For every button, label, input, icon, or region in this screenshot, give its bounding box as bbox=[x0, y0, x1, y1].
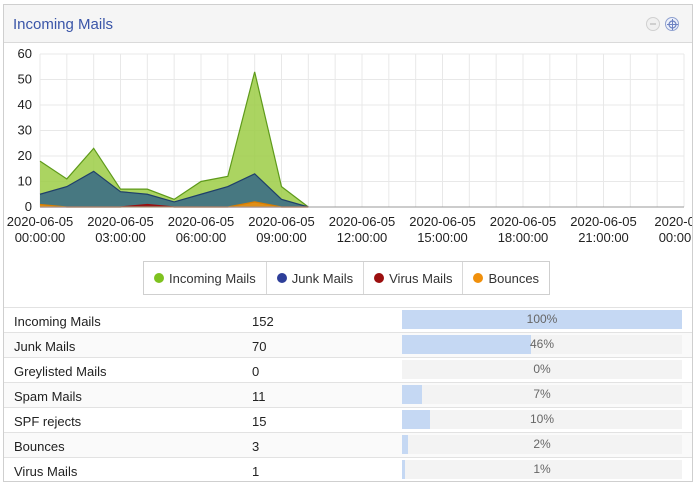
gear-icon[interactable] bbox=[665, 17, 679, 31]
x-tick-time: 06:00:00 bbox=[176, 230, 227, 245]
stats-table: Incoming Mails 152 100% Junk Mails 70 46% Grey… bbox=[4, 307, 692, 482]
stat-progress-bar: 46% bbox=[402, 335, 682, 354]
legend-dot-icon bbox=[374, 273, 385, 283]
stat-percent: 0% bbox=[533, 362, 551, 376]
legend-label: Incoming Mails bbox=[169, 270, 256, 286]
stat-count: 1 bbox=[252, 464, 260, 479]
panel-header: Incoming Mails bbox=[4, 5, 692, 43]
x-tick-time: 03:00:00 bbox=[95, 230, 146, 245]
x-tick-time: 18:00:00 bbox=[498, 230, 549, 245]
stat-count: 15 bbox=[252, 414, 267, 429]
legend-dot-icon bbox=[276, 273, 287, 283]
stat-percent: 7% bbox=[533, 387, 551, 401]
stat-percent: 46% bbox=[529, 337, 555, 351]
stat-progress-fill bbox=[402, 435, 408, 454]
x-tick-time: 21:00:00 bbox=[578, 230, 629, 245]
x-tick-date: 2020-06-05 bbox=[248, 214, 315, 229]
x-tick-date: 2020-06-05 bbox=[329, 214, 396, 229]
stat-percent: 2% bbox=[533, 437, 551, 451]
stat-name: Bounces bbox=[14, 439, 65, 454]
series-line-0 bbox=[39, 71, 309, 208]
y-tick-label: 10 bbox=[18, 174, 32, 189]
stat-name: Incoming Mails bbox=[14, 314, 101, 329]
stat-progress-fill bbox=[402, 335, 531, 354]
legend-item-2[interactable]: Virus Mails bbox=[364, 262, 464, 294]
x-tick-date: 2020-06-05 bbox=[490, 214, 557, 229]
stat-percent: 10% bbox=[529, 412, 555, 426]
x-tick-date: 2020-06-05 bbox=[168, 214, 235, 229]
stat-progress-bar: 7% bbox=[402, 385, 682, 404]
y-tick-label: 60 bbox=[18, 46, 32, 61]
x-tick-time: 15:00:00 bbox=[417, 230, 468, 245]
x-tick-date: 2020-06-05 bbox=[7, 214, 74, 229]
stat-count: 70 bbox=[252, 339, 267, 354]
stat-name: Virus Mails bbox=[14, 464, 78, 479]
stats-row: Spam Mails 11 7% bbox=[4, 382, 692, 407]
series-area-0 bbox=[40, 71, 309, 207]
collapse-icon[interactable] bbox=[646, 17, 660, 31]
stat-progress-bar: 0% bbox=[402, 360, 682, 379]
stat-name: Spam Mails bbox=[14, 389, 82, 404]
stat-name: SPF rejects bbox=[14, 414, 82, 429]
stats-row: Greylisted Mails 0 0% bbox=[4, 357, 692, 382]
stat-percent: 1% bbox=[533, 462, 551, 476]
x-tick-time: 12:00:00 bbox=[337, 230, 388, 245]
stat-count: 0 bbox=[252, 364, 260, 379]
y-tick-label: 50 bbox=[18, 72, 32, 87]
x-tick-date: 2020-06-05 bbox=[409, 214, 476, 229]
stat-count: 3 bbox=[252, 439, 260, 454]
stats-row: Virus Mails 1 1% bbox=[4, 457, 692, 482]
x-tick-date: 2020-06-05 bbox=[87, 214, 154, 229]
y-tick-label: 30 bbox=[18, 123, 32, 138]
x-tick-time: 00:00:00 bbox=[15, 230, 66, 245]
chart-legend: Incoming Mails Junk Mails Virus Mails Bounc… bbox=[143, 261, 551, 295]
legend-label: Virus Mails bbox=[389, 270, 453, 286]
stat-progress-fill bbox=[402, 385, 422, 404]
y-tick-label: 20 bbox=[18, 148, 32, 163]
stat-progress-bar: 100% bbox=[402, 310, 682, 329]
legend-item-3[interactable]: Bounces bbox=[463, 262, 549, 294]
stats-row: Junk Mails 70 46% bbox=[4, 332, 692, 357]
stats-row: Incoming Mails 152 100% bbox=[4, 307, 692, 332]
panel-title: Incoming Mails bbox=[13, 16, 114, 33]
stat-progress-fill bbox=[402, 460, 405, 479]
x-tick-time: 00:00:00 bbox=[659, 230, 692, 245]
legend-dot-icon bbox=[473, 273, 484, 283]
legend-label: Junk Mails bbox=[291, 270, 354, 286]
series-area-3 bbox=[40, 201, 309, 207]
incoming-mails-panel: Incoming Mails 0 10 20 30 40 50 60 2020-06-05 00… bbox=[3, 4, 693, 482]
legend-label: Bounces bbox=[488, 270, 540, 286]
legend-item-1[interactable]: Junk Mails bbox=[267, 262, 365, 294]
stat-progress-bar: 1% bbox=[402, 460, 682, 479]
stats-row: Bounces 3 2% bbox=[4, 432, 692, 457]
stat-count: 11 bbox=[252, 389, 266, 404]
mail-chart: 0 10 20 30 40 50 60 2020-06-05 00:00:00 2020-06-0… bbox=[4, 43, 692, 305]
stat-name: Junk Mails bbox=[14, 339, 76, 354]
legend-item-0[interactable]: Incoming Mails bbox=[144, 262, 267, 294]
stat-progress-fill bbox=[402, 410, 430, 429]
y-tick-label: 0 bbox=[25, 199, 32, 214]
stat-progress-fill bbox=[402, 310, 682, 329]
y-tick-label: 40 bbox=[18, 97, 32, 112]
series-line-1 bbox=[39, 170, 309, 208]
stat-progress-bar: 10% bbox=[402, 410, 682, 429]
x-tick-date: 2020-06-0 bbox=[654, 214, 692, 229]
stat-progress-bar: 2% bbox=[402, 435, 682, 454]
stat-name: Greylisted Mails bbox=[14, 364, 107, 379]
chart-svg: 01020304050602020-06-0500:00:002020-06-0… bbox=[7, 46, 692, 245]
x-tick-date: 2020-06-05 bbox=[570, 214, 637, 229]
stat-count: 152 bbox=[252, 314, 274, 329]
legend-dot-icon bbox=[154, 273, 164, 283]
stats-row: SPF rejects 15 10% bbox=[4, 407, 692, 432]
stat-percent: 100% bbox=[526, 312, 558, 326]
x-tick-time: 09:00:00 bbox=[256, 230, 307, 245]
